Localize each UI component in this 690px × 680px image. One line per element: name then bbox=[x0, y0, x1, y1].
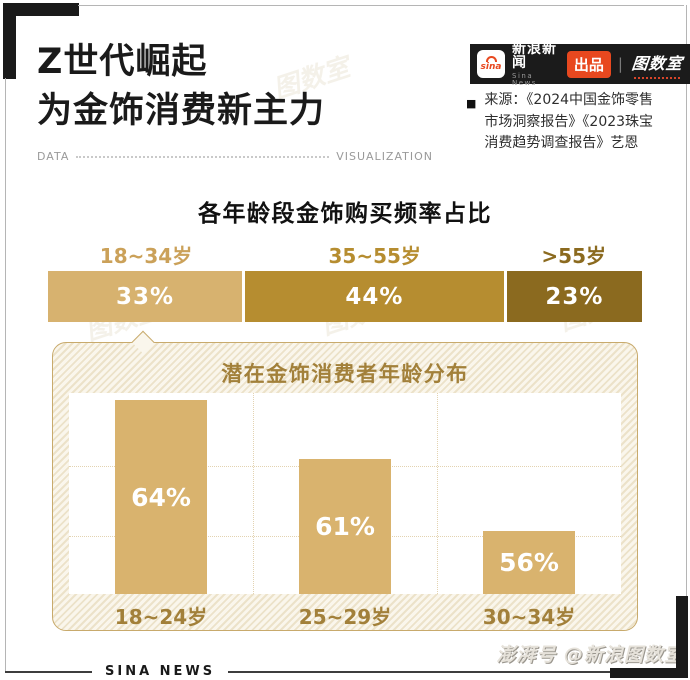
callout-pointer bbox=[131, 330, 155, 354]
gridline-vertical bbox=[252, 393, 254, 594]
source-line-1: 来源：《2024中国金饰零售 bbox=[484, 92, 654, 108]
data-visualization-divider: DATA VISUALIZATION bbox=[37, 150, 433, 163]
separator-bar: | bbox=[617, 55, 623, 73]
stacked-bar: 33% 44% 23% bbox=[48, 271, 642, 322]
bar-column-30-34: 56% bbox=[437, 393, 621, 594]
source-note: ■ 来源：《2024中国金饰零售 市场洞察报告》《2023珠宝 消费趋势调查报告… bbox=[466, 90, 686, 155]
page-title-line1: Z世代崛起 bbox=[37, 42, 208, 82]
brand-bar: sina 新浪新闻 Sina News 出品 | 图数室 bbox=[470, 42, 690, 87]
square-bullet-icon: ■ bbox=[466, 97, 477, 110]
stacked-segment-18-34: 33% bbox=[48, 271, 243, 322]
footer-line bbox=[5, 671, 641, 673]
stacked-label-35-55: 35~55岁 bbox=[328, 244, 421, 268]
source-line-2: 市场洞察报告》《2023珠宝 bbox=[484, 113, 654, 130]
page-title-line2: 为金饰消费新主力 bbox=[37, 91, 326, 131]
bar-chart-x-axis-labels: 18~24岁 25~29岁 30~34岁 bbox=[69, 601, 621, 630]
sina-logo-word: sina bbox=[480, 62, 502, 72]
deco-data-label: DATA bbox=[37, 150, 70, 163]
brand-name-cn: 新浪新闻 bbox=[512, 40, 557, 71]
page-title: Z世代崛起 为金饰消费新主力 bbox=[37, 38, 325, 136]
sina-logo-icon: sina bbox=[477, 50, 505, 78]
x-label-18-24: 18~24岁 bbox=[114, 605, 208, 629]
digital-room-logo-text: 图数室 bbox=[630, 53, 684, 73]
bar-30-34: 56% bbox=[483, 531, 575, 594]
bar-chart-title: 潜在金饰消费者年龄分布 bbox=[221, 362, 469, 386]
bar-18-24: 64% bbox=[115, 400, 207, 594]
source-line-3: 消费趋势调查报告》艺恩 bbox=[484, 135, 639, 151]
brand-name: 新浪新闻 Sina News bbox=[512, 42, 560, 87]
stacked-segment-35-55: 44% bbox=[245, 271, 504, 322]
frame-border-top bbox=[78, 5, 684, 6]
bar-25-29: 61% bbox=[299, 459, 391, 594]
bar-columns: 64% 61% 56% bbox=[69, 393, 621, 594]
gridline-vertical bbox=[436, 393, 438, 594]
credit-watermark: 澎湃号 @新浪图数室 bbox=[496, 644, 684, 666]
x-label-30-34: 30~34岁 bbox=[482, 605, 576, 629]
callout-panel: 潜在金饰消费者年龄分布 64% 61% 56% 18~24岁 25~29岁 30… bbox=[52, 330, 638, 631]
produced-by-badge: 出品 bbox=[566, 50, 611, 78]
frame-border-right bbox=[686, 5, 687, 597]
x-label-25-29: 25~29岁 bbox=[298, 605, 392, 629]
corner-bracket-bottom-right bbox=[610, 596, 688, 678]
footer-brand: SINA NEWS bbox=[92, 664, 229, 680]
stacked-bar-category-labels: 18~34岁 35~55岁 >55岁 bbox=[48, 240, 642, 269]
bar-column-18-24: 64% bbox=[69, 393, 253, 594]
stacked-label-over-55: >55岁 bbox=[541, 244, 606, 268]
sina-eye-icon bbox=[485, 56, 497, 62]
digital-room-logo: 图数室 bbox=[630, 50, 684, 79]
bar-column-25-29: 61% bbox=[253, 393, 437, 594]
stacked-chart-title: 各年龄段金饰购买频率占比 bbox=[198, 201, 492, 227]
bar-chart-plot: 64% 61% 56% bbox=[69, 393, 621, 594]
source-text: 来源：《2024中国金饰零售 市场洞察报告》《2023珠宝 消费趋势调查报告》艺… bbox=[484, 90, 653, 155]
stacked-segment-over-55: 23% bbox=[506, 271, 642, 322]
logo-subtext-dots bbox=[634, 76, 681, 79]
dotted-divider bbox=[76, 155, 330, 158]
stacked-label-18-34: 18~34岁 bbox=[99, 244, 193, 268]
brand-name-en: Sina News bbox=[512, 71, 537, 87]
corner-bracket-top-left bbox=[3, 3, 79, 79]
frame-border-left bbox=[5, 78, 6, 673]
deco-visualization-label: VISUALIZATION bbox=[336, 150, 433, 163]
